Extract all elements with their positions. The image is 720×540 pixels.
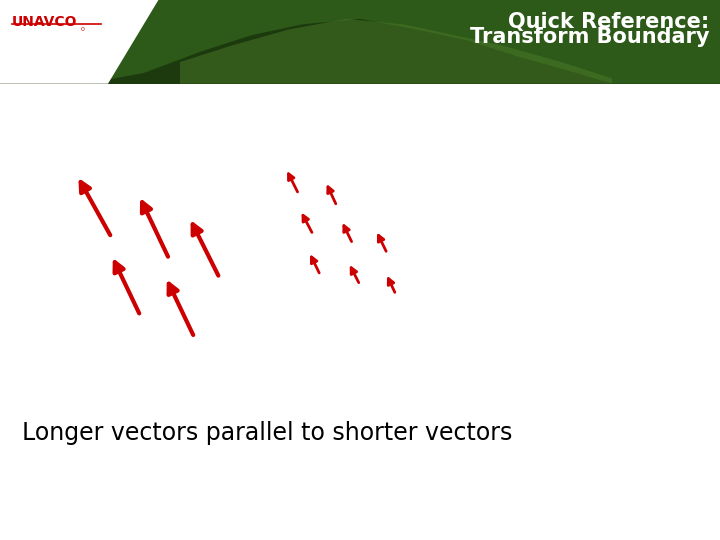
Polygon shape [86, 0, 720, 84]
Bar [0, 0, 720, 84]
Text: Transform Boundary: Transform Boundary [469, 27, 709, 47]
Polygon shape [180, 19, 612, 84]
Text: ₀: ₀ [81, 23, 84, 33]
Polygon shape [0, 0, 158, 84]
Text: Quick Reference:: Quick Reference: [508, 12, 709, 32]
Text: Longer vectors parallel to shorter vectors: Longer vectors parallel to shorter vecto… [22, 421, 512, 445]
Text: UNAVCO: UNAVCO [12, 15, 78, 29]
